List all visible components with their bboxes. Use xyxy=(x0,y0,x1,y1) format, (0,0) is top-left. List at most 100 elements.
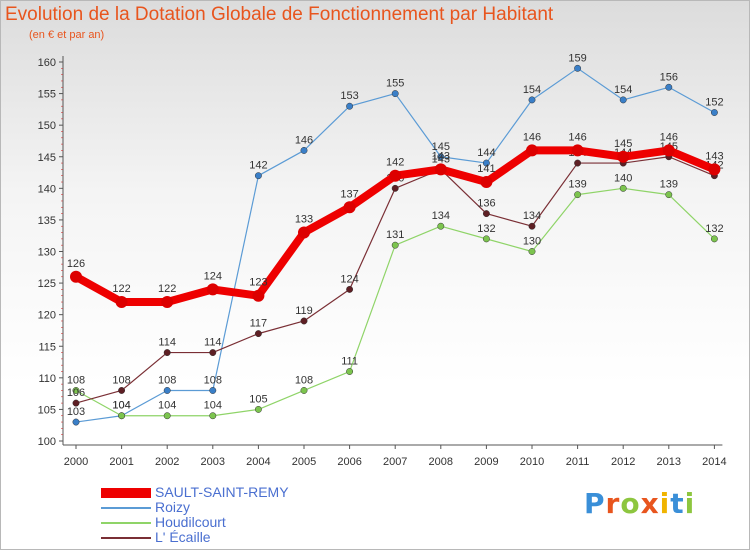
data-point xyxy=(710,109,718,116)
data-label: 155 xyxy=(386,78,404,90)
data-point xyxy=(206,283,219,296)
series-l-caille: 1061081141141171191241401431361341441441… xyxy=(67,141,724,407)
x-tick-label: 2008 xyxy=(429,456,453,468)
data-label: 108 xyxy=(112,374,130,386)
data-point xyxy=(252,289,265,302)
data-point xyxy=(72,399,80,407)
data-label: 137 xyxy=(340,188,358,200)
proxiti-logo: Proxiti xyxy=(584,487,695,520)
data-label: 108 xyxy=(158,374,176,386)
data-label: 134 xyxy=(432,210,450,222)
data-label: 143 xyxy=(705,150,723,162)
x-tick-label: 2005 xyxy=(292,456,316,468)
data-point xyxy=(665,83,673,91)
data-point xyxy=(209,412,217,420)
data-label: 143 xyxy=(432,150,450,162)
data-point xyxy=(437,153,445,161)
data-point xyxy=(482,235,490,243)
data-point xyxy=(528,222,536,230)
data-point xyxy=(574,191,582,199)
data-point xyxy=(343,201,356,214)
data-point xyxy=(298,226,310,239)
data-label: 142 xyxy=(249,160,267,172)
data-label: 108 xyxy=(67,374,85,386)
y-tick-label: 130 xyxy=(38,247,56,259)
data-label: 104 xyxy=(112,400,130,412)
data-point xyxy=(346,285,354,293)
data-label: 132 xyxy=(705,223,723,235)
data-label: 133 xyxy=(295,214,313,226)
data-label: 136 xyxy=(477,198,495,210)
data-label: 108 xyxy=(295,374,313,386)
data-point xyxy=(574,64,582,72)
y-tick-label: 140 xyxy=(38,183,56,195)
data-label: 146 xyxy=(523,131,541,143)
x-tick-label: 2002 xyxy=(155,456,179,468)
x-tick-label: 2013 xyxy=(657,456,681,468)
series-roizy: 103 104 108 108 142 146 153 155 145 144 154 159 154 1… xyxy=(67,52,724,426)
logo-letter: t xyxy=(670,487,685,520)
data-point xyxy=(571,144,584,157)
data-label: 105 xyxy=(249,393,267,405)
data-point xyxy=(526,144,538,157)
data-label: 146 xyxy=(660,131,678,143)
data-label: 146 xyxy=(295,134,313,146)
x-tick-label: 2007 xyxy=(383,456,407,468)
x-tick-label: 2000 xyxy=(64,456,88,468)
data-label: 153 xyxy=(340,90,358,102)
data-label: 117 xyxy=(250,318,268,330)
data-point xyxy=(300,146,308,154)
logo-letter: x xyxy=(640,487,660,520)
legend-label: Roizy xyxy=(155,499,191,515)
data-label: 145 xyxy=(432,141,450,153)
data-label: 130 xyxy=(523,236,541,248)
data-label: 154 xyxy=(614,84,632,96)
data-label: 114 xyxy=(204,337,222,349)
y-tick-label: 110 xyxy=(38,373,56,385)
logo-letter: i xyxy=(684,487,696,520)
data-label: 104 xyxy=(158,400,176,412)
legend-swatch xyxy=(101,522,151,524)
data-label: 108 xyxy=(204,374,222,386)
data-label: 124 xyxy=(204,270,222,282)
x-tick-label: 2014 xyxy=(702,456,726,468)
data-point xyxy=(528,96,536,104)
data-point xyxy=(708,163,721,176)
data-point xyxy=(300,387,308,394)
data-point xyxy=(574,159,582,167)
legend-swatch xyxy=(101,507,151,509)
logo-letter: o xyxy=(620,487,641,520)
x-tick-label: 2012 xyxy=(611,456,635,468)
legend-label: SAULT-SAINT-REMY xyxy=(155,484,289,500)
legend-swatch xyxy=(101,537,151,539)
data-label: 123 xyxy=(249,277,267,289)
x-tick-label: 2004 xyxy=(246,456,270,468)
data-label: 119 xyxy=(295,305,313,317)
data-label: 103 xyxy=(67,406,85,418)
data-point xyxy=(391,184,399,192)
data-point xyxy=(619,96,627,104)
data-label: 106 xyxy=(67,387,85,399)
x-tick-label: 2001 xyxy=(109,456,133,468)
x-tick-label: 2003 xyxy=(201,456,225,468)
logo-letter: P xyxy=(584,487,606,520)
data-label: 114 xyxy=(158,337,176,349)
y-tick-label: 155 xyxy=(38,89,56,101)
logo-letter: i xyxy=(659,487,671,520)
data-label: 142 xyxy=(386,157,404,169)
data-point xyxy=(254,172,262,180)
series-line xyxy=(75,156,715,404)
data-label: 134 xyxy=(523,210,541,222)
data-point xyxy=(389,169,402,182)
data-point xyxy=(617,150,630,163)
data-label: 154 xyxy=(523,84,541,96)
data-point xyxy=(300,317,308,325)
data-point xyxy=(118,412,126,420)
legend-label: Houdilcourt xyxy=(155,514,226,530)
data-point xyxy=(346,368,354,375)
series-houdilcourt: 108 104 104 104 105 108 111 131 134 132 130 139 140 1… xyxy=(67,172,724,420)
data-point xyxy=(163,387,171,394)
y-tick-label: 115 xyxy=(38,341,56,353)
